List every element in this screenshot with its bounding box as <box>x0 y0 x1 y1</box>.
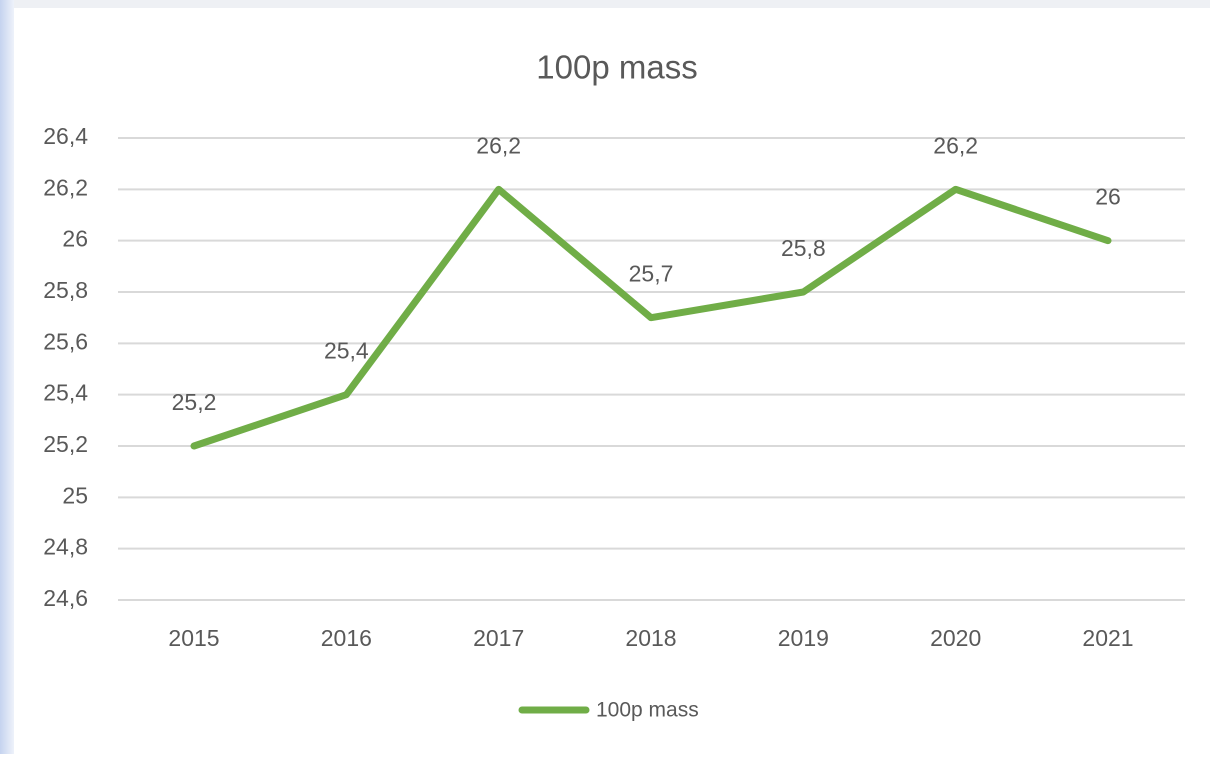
y-tick-label: 25,2 <box>43 431 88 457</box>
data-label: 26,2 <box>933 132 978 158</box>
y-tick-label: 26 <box>62 226 88 252</box>
x-tick-label: 2019 <box>778 625 829 651</box>
x-tick-label: 2018 <box>625 625 676 651</box>
y-tick-label: 25,8 <box>43 277 88 303</box>
x-tick-label: 2016 <box>321 625 372 651</box>
x-tick-label: 2017 <box>473 625 524 651</box>
y-tick-label: 24,6 <box>43 585 88 611</box>
window-edge <box>0 0 14 754</box>
data-label: 26,2 <box>476 132 521 158</box>
legend-label: 100p mass <box>596 699 699 722</box>
y-tick-label: 25,4 <box>43 380 88 406</box>
data-label: 26 <box>1095 184 1121 210</box>
y-tick-label: 26,4 <box>43 123 88 149</box>
window-top <box>14 0 1210 8</box>
data-label: 25,8 <box>781 235 826 261</box>
chart-title: 100p mass <box>536 49 697 86</box>
y-tick-label: 25 <box>62 482 88 508</box>
x-tick-label: 2021 <box>1082 625 1133 651</box>
y-tick-label: 25,6 <box>43 328 88 354</box>
y-tick-label: 26,2 <box>43 174 88 200</box>
x-tick-label: 2020 <box>930 625 981 651</box>
data-line <box>190 185 1112 450</box>
x-tick-label: 2015 <box>168 625 219 651</box>
data-label: 25,4 <box>324 338 369 364</box>
data-label: 25,2 <box>172 389 217 415</box>
data-label: 25,7 <box>629 261 674 287</box>
y-tick-label: 24,8 <box>43 534 88 560</box>
